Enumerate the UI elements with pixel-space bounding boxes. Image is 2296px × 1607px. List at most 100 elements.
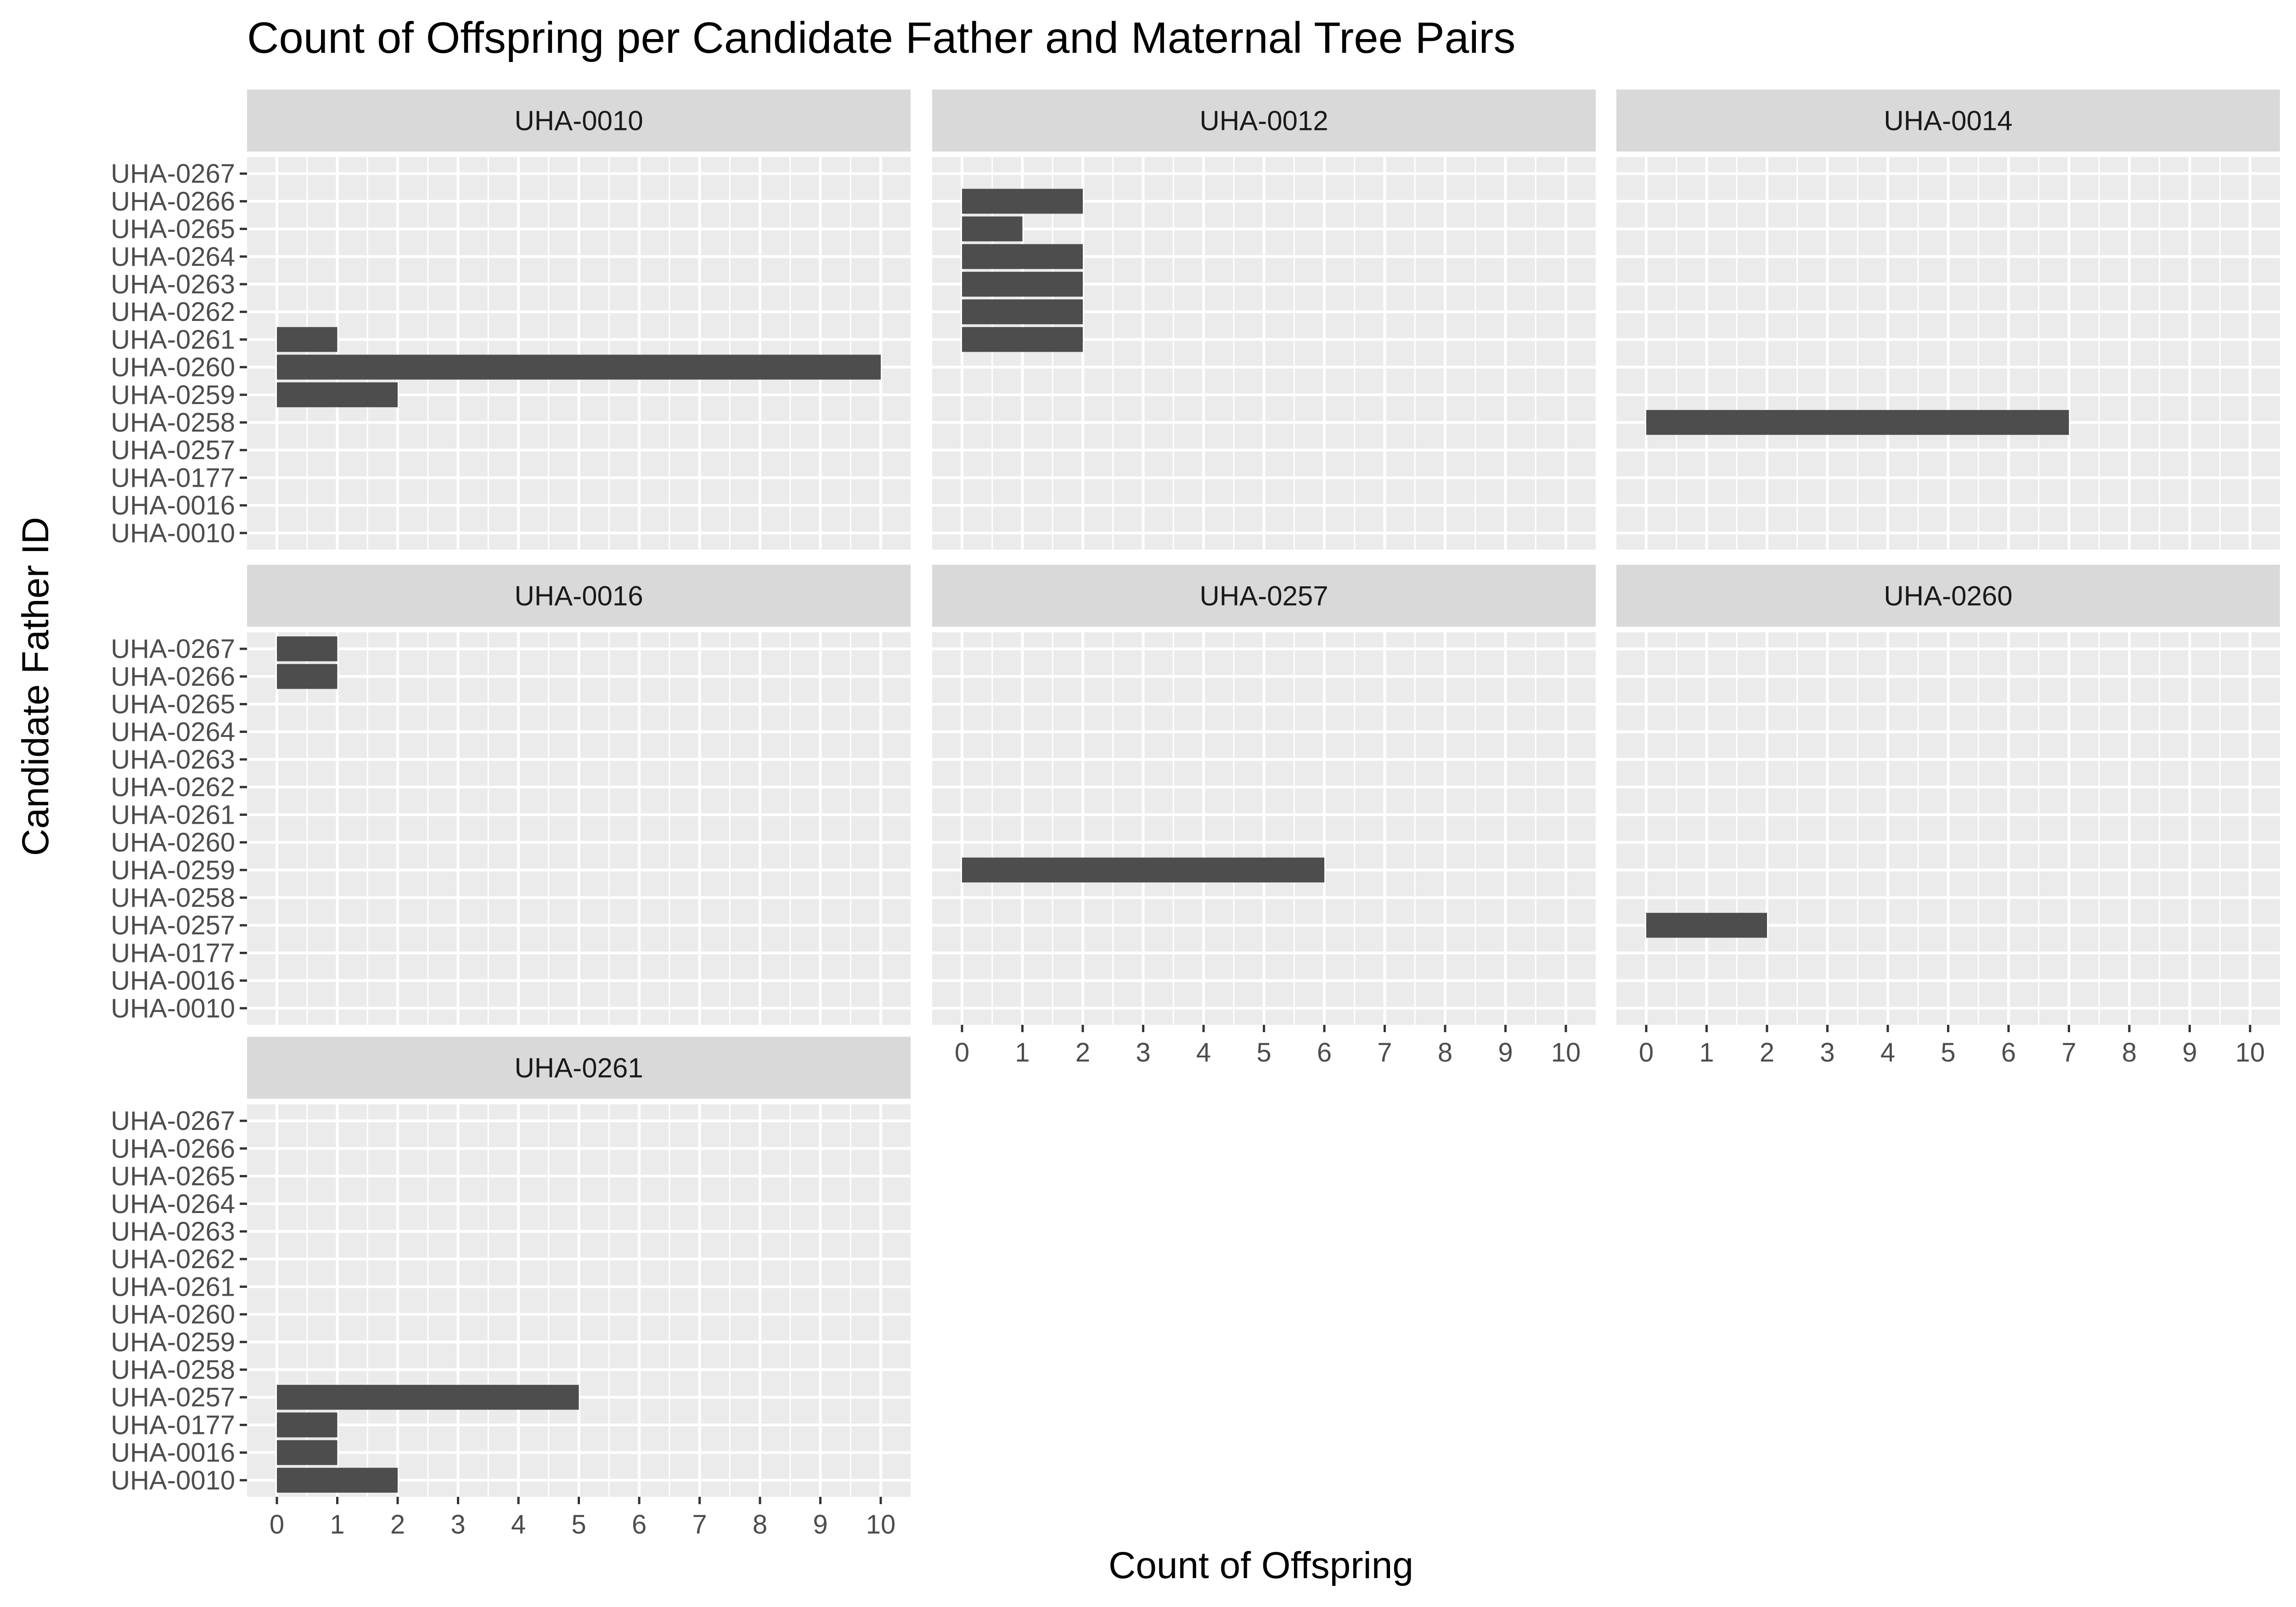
x-tick-label: 1	[330, 1510, 344, 1540]
x-tick-label: 8	[1438, 1038, 1452, 1068]
facet-panel: UHA-0012	[932, 90, 1596, 550]
bar	[962, 189, 1083, 214]
facet-panel: UHA-0016UHA-0010UHA-0016UHA-0177UHA-0257…	[111, 565, 911, 1025]
bar	[962, 327, 1083, 352]
bar	[962, 216, 1023, 242]
bar	[962, 271, 1083, 297]
x-tick-label: 1	[1015, 1038, 1030, 1068]
bar	[277, 636, 338, 662]
bar	[277, 1412, 338, 1438]
facet-strip-label: UHA-0016	[514, 581, 643, 612]
y-tick-label: UHA-0016	[111, 966, 235, 996]
facet-strip	[1616, 90, 2280, 152]
y-tick-label: UHA-0259	[111, 1327, 235, 1357]
facet-strip	[932, 565, 1596, 627]
facet-panel: UHA-0014	[1616, 90, 2280, 550]
y-tick-label: UHA-0263	[111, 1217, 235, 1247]
y-tick-label: UHA-0267	[111, 1106, 235, 1136]
x-tick-label: 9	[2182, 1038, 2197, 1068]
facet-strip-label: UHA-0012	[1199, 106, 1328, 136]
y-tick-label: UHA-0261	[111, 325, 235, 354]
y-tick-label: UHA-0016	[111, 491, 235, 521]
x-tick-label: 9	[1498, 1038, 1513, 1068]
bar	[1646, 410, 2069, 435]
bar	[1646, 913, 1767, 938]
x-tick-label: 6	[632, 1510, 647, 1540]
y-tick-label: UHA-0258	[111, 883, 235, 913]
y-tick-label: UHA-0016	[111, 1438, 235, 1468]
y-tick-label: UHA-0262	[111, 297, 235, 327]
x-axis-title: Count of Offspring	[1109, 1545, 1413, 1586]
y-tick-label: UHA-0265	[111, 214, 235, 244]
x-tick-label: 3	[1136, 1038, 1150, 1068]
y-tick-label: UHA-0267	[111, 634, 235, 664]
y-tick-label: UHA-0258	[111, 408, 235, 438]
y-tick-label: UHA-0260	[111, 353, 235, 382]
facet-strip	[1616, 565, 2280, 627]
facet-panel: UHA-0257 0 1 2 3 4 5 6 7 8 9 10	[932, 565, 1596, 1068]
x-tick-label: 4	[1880, 1038, 1895, 1068]
y-tick-label: UHA-0263	[111, 745, 235, 775]
y-tick-label: UHA-0010	[111, 518, 235, 548]
facet-strip-label: UHA-0261	[514, 1053, 643, 1084]
y-tick-label: UHA-0260	[111, 828, 235, 858]
bar	[277, 1385, 579, 1410]
x-tick-label: 3	[1820, 1038, 1835, 1068]
facet-panel: UHA-0261 UHA-0010UHA-0016UHA-0177UHA-0257…	[111, 1037, 911, 1540]
facet-panels: UHA-0010UHA-0010UHA-0016UHA-0177UHA-0257…	[111, 90, 2280, 1540]
y-tick-label: UHA-0177	[111, 463, 235, 493]
y-tick-label: UHA-0266	[111, 186, 235, 216]
x-tick-label: 4	[1196, 1038, 1211, 1068]
facet-strip-label: UHA-0260	[1884, 581, 2012, 612]
facet-strip	[247, 1037, 911, 1099]
x-tick-label: 5	[1256, 1038, 1271, 1068]
bar	[277, 327, 338, 352]
y-tick-label: UHA-0264	[111, 717, 235, 747]
x-tick-label: 10	[866, 1510, 896, 1540]
x-tick-label: 0	[955, 1038, 969, 1068]
y-tick-label: UHA-0260	[111, 1300, 235, 1330]
facet-strip-label: UHA-0010	[514, 106, 643, 136]
y-axis-title: Candidate Father ID	[15, 517, 56, 856]
facet-strip	[932, 90, 1596, 152]
facet-strip	[247, 565, 911, 627]
y-tick-label: UHA-0261	[111, 800, 235, 830]
x-tick-label: 4	[511, 1510, 526, 1540]
bar	[277, 664, 338, 689]
x-tick-label: 6	[1317, 1038, 1332, 1068]
facet-panel: UHA-0010UHA-0010UHA-0016UHA-0177UHA-0257…	[111, 90, 911, 550]
bar	[277, 1440, 338, 1465]
bar	[277, 354, 881, 380]
x-tick-label: 9	[813, 1510, 827, 1540]
y-tick-label: UHA-0266	[111, 662, 235, 691]
x-tick-label: 5	[571, 1510, 586, 1540]
bar	[962, 299, 1083, 325]
y-tick-label: UHA-0259	[111, 380, 235, 410]
y-tick-label: UHA-0177	[111, 938, 235, 968]
x-tick-label: 10	[1551, 1038, 1581, 1068]
x-tick-label: 0	[1639, 1038, 1654, 1068]
x-tick-label: 10	[2235, 1038, 2265, 1068]
y-tick-label: UHA-0257	[111, 1382, 235, 1412]
y-tick-label: UHA-0257	[111, 910, 235, 940]
bar	[962, 857, 1324, 882]
facet-panel: UHA-0260 0 1 2 3 4 5 6 7 8 9 10	[1616, 565, 2280, 1068]
y-tick-label: UHA-0262	[111, 772, 235, 802]
x-tick-label: 5	[1941, 1038, 1955, 1068]
x-tick-label: 7	[1377, 1038, 1392, 1068]
x-tick-label: 6	[2001, 1038, 2016, 1068]
y-tick-label: UHA-0010	[111, 994, 235, 1023]
x-tick-label: 1	[1699, 1038, 1714, 1068]
y-tick-label: UHA-0265	[111, 690, 235, 719]
y-tick-label: UHA-0177	[111, 1410, 235, 1440]
x-tick-label: 2	[390, 1510, 405, 1540]
bar	[962, 244, 1083, 269]
y-tick-label: UHA-0263	[111, 270, 235, 299]
x-tick-label: 3	[450, 1510, 465, 1540]
bar	[277, 382, 398, 407]
y-tick-label: UHA-0267	[111, 159, 235, 189]
y-tick-label: UHA-0261	[111, 1272, 235, 1302]
y-tick-label: UHA-0010	[111, 1466, 235, 1495]
facet-strip-label: UHA-0257	[1199, 581, 1328, 612]
